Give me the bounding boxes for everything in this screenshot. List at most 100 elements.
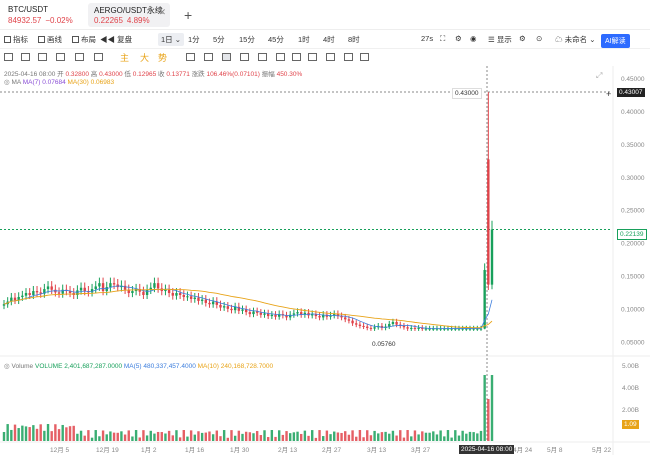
candle-body xyxy=(149,287,152,290)
draw-button[interactable]: 画线 xyxy=(38,34,62,45)
fullscreen-icon[interactable]: ⛶ xyxy=(440,34,446,43)
candle-body xyxy=(311,314,314,316)
pen-icon[interactable] xyxy=(240,53,249,61)
interval-15m[interactable]: 15分 xyxy=(239,35,255,44)
ma-line: ◎ MA MA(7) 0.07684 MA(30) 0.06983 xyxy=(4,78,114,86)
candle-body xyxy=(439,328,442,330)
channel-tool-icon[interactable] xyxy=(38,53,47,61)
camera-icon[interactable]: ◉ xyxy=(470,34,477,43)
interval-8h[interactable]: 8时 xyxy=(348,35,360,44)
candle-body xyxy=(68,291,72,294)
volume-axis-tick: 2.00B xyxy=(622,407,639,414)
ohlc-date: 2025-04-16 08:00 xyxy=(4,71,56,78)
volume-bar xyxy=(17,428,20,441)
indicators-button[interactable]: 指标 xyxy=(4,34,28,45)
close-value: 0.13771 xyxy=(166,71,190,78)
display-icon: ☰ xyxy=(488,35,497,44)
candle-body xyxy=(248,312,252,315)
candle-body xyxy=(32,291,35,295)
eye-icon[interactable]: ◎ xyxy=(4,363,10,370)
volume-bar xyxy=(369,435,373,441)
volume-bar xyxy=(358,430,362,441)
cursor-icon[interactable] xyxy=(222,53,231,61)
brush-icon[interactable] xyxy=(258,53,267,61)
volume-bar xyxy=(197,431,200,441)
volume-bar xyxy=(61,424,64,441)
price-axis-tick: 0.20000 xyxy=(621,241,645,248)
candle-body xyxy=(241,309,244,311)
candle-body xyxy=(189,296,193,299)
layers-icon[interactable] xyxy=(360,53,369,61)
text-tool-icon[interactable] xyxy=(94,53,103,61)
volume-bar xyxy=(428,432,431,441)
expand-icon[interactable]: ⤢ xyxy=(596,71,603,80)
display-button[interactable]: ☰ 显示 xyxy=(488,34,512,45)
volume-bar xyxy=(112,432,116,441)
trend-toggle[interactable]: 势 xyxy=(158,53,168,63)
main-toggle[interactable]: 主 xyxy=(120,53,130,63)
eye-icon[interactable]: ◎ xyxy=(4,79,10,86)
volume-bar xyxy=(200,432,204,441)
interval-1h[interactable]: 1时 xyxy=(298,35,310,44)
volume-label: Volume xyxy=(11,363,34,370)
volume-line: ◎ Volume VOLUME 2,401,687,287.0000 MA(5)… xyxy=(4,362,273,370)
tab-aergo[interactable]: AERGO/USDT永续 0.22265 4.89% ✕ xyxy=(88,3,170,27)
date-axis-tick: 12月 19 xyxy=(96,446,119,454)
candle-body xyxy=(83,287,86,292)
big-toggle[interactable]: 大 xyxy=(140,53,150,63)
add-alert-icon[interactable]: + xyxy=(606,89,612,99)
measure-tool-icon[interactable] xyxy=(56,53,65,61)
add-tab-icon[interactable]: + xyxy=(184,7,193,23)
volume-bar xyxy=(490,375,494,441)
toggle-icon[interactable]: ⊙ xyxy=(536,34,543,43)
date-axis-tick: 2月 27 xyxy=(322,446,342,454)
interval-5m[interactable]: 5分 xyxy=(213,35,225,44)
tab-symbol: AERGO/USDT永续 xyxy=(94,6,163,15)
tab-btc[interactable]: BTC/USDT 84932.57 −0.02% xyxy=(2,3,86,27)
filter-icon[interactable] xyxy=(344,53,353,61)
settings-icon[interactable]: ⚙ xyxy=(519,34,526,43)
volume-bar xyxy=(233,435,237,441)
interval-45m[interactable]: 45分 xyxy=(268,35,284,44)
tab-price: 0.22265 4.89% xyxy=(94,16,164,25)
ray-icon[interactable] xyxy=(204,53,213,61)
candle-body xyxy=(450,328,453,330)
volume-bar xyxy=(94,430,97,441)
candle-body xyxy=(402,325,406,328)
save-status[interactable]: ☁ 未命名 ⌄ xyxy=(555,34,595,45)
candle-body xyxy=(79,287,83,291)
candle-body xyxy=(428,328,431,330)
ai-analysis-button[interactable]: AI解读 xyxy=(601,34,630,48)
volume-bar xyxy=(479,430,483,441)
date-axis-tick: 1月 16 xyxy=(185,446,205,454)
volume-bar xyxy=(388,433,391,441)
interval-1m[interactable]: 1分 xyxy=(188,35,200,44)
line-icon[interactable] xyxy=(186,53,195,61)
volume-bar xyxy=(21,425,24,441)
lock-icon[interactable] xyxy=(308,53,317,61)
replay-button[interactable]: ◀◀ 复盘 xyxy=(100,34,132,45)
settings-icon[interactable]: ⚙ xyxy=(455,34,462,43)
volume-bar xyxy=(131,436,134,441)
candle-body xyxy=(200,299,204,301)
line-tool-icon[interactable] xyxy=(4,53,13,61)
volume-value: VOLUME 2,401,687,287.0000 xyxy=(34,363,123,370)
rect-tool-icon[interactable] xyxy=(75,53,84,61)
high-label: 高 xyxy=(90,71,98,78)
draw-icon xyxy=(38,36,45,43)
eye-icon[interactable] xyxy=(326,53,335,61)
candle-body xyxy=(193,297,196,299)
interval-4h[interactable]: 4时 xyxy=(323,35,335,44)
date-axis-tick: 12月 5 xyxy=(50,446,70,454)
candle-body xyxy=(17,296,20,301)
volume-bar xyxy=(142,430,145,441)
volume-bar xyxy=(248,432,252,441)
interval-select[interactable]: 1日 ⌄ xyxy=(158,33,185,46)
close-icon[interactable]: ✕ xyxy=(158,7,166,17)
fib-tool-icon[interactable] xyxy=(21,53,30,61)
candle-body xyxy=(105,287,108,292)
magnet-icon[interactable] xyxy=(276,53,285,61)
trash-icon[interactable] xyxy=(292,53,301,61)
layout-button[interactable]: 布局 xyxy=(72,34,96,45)
